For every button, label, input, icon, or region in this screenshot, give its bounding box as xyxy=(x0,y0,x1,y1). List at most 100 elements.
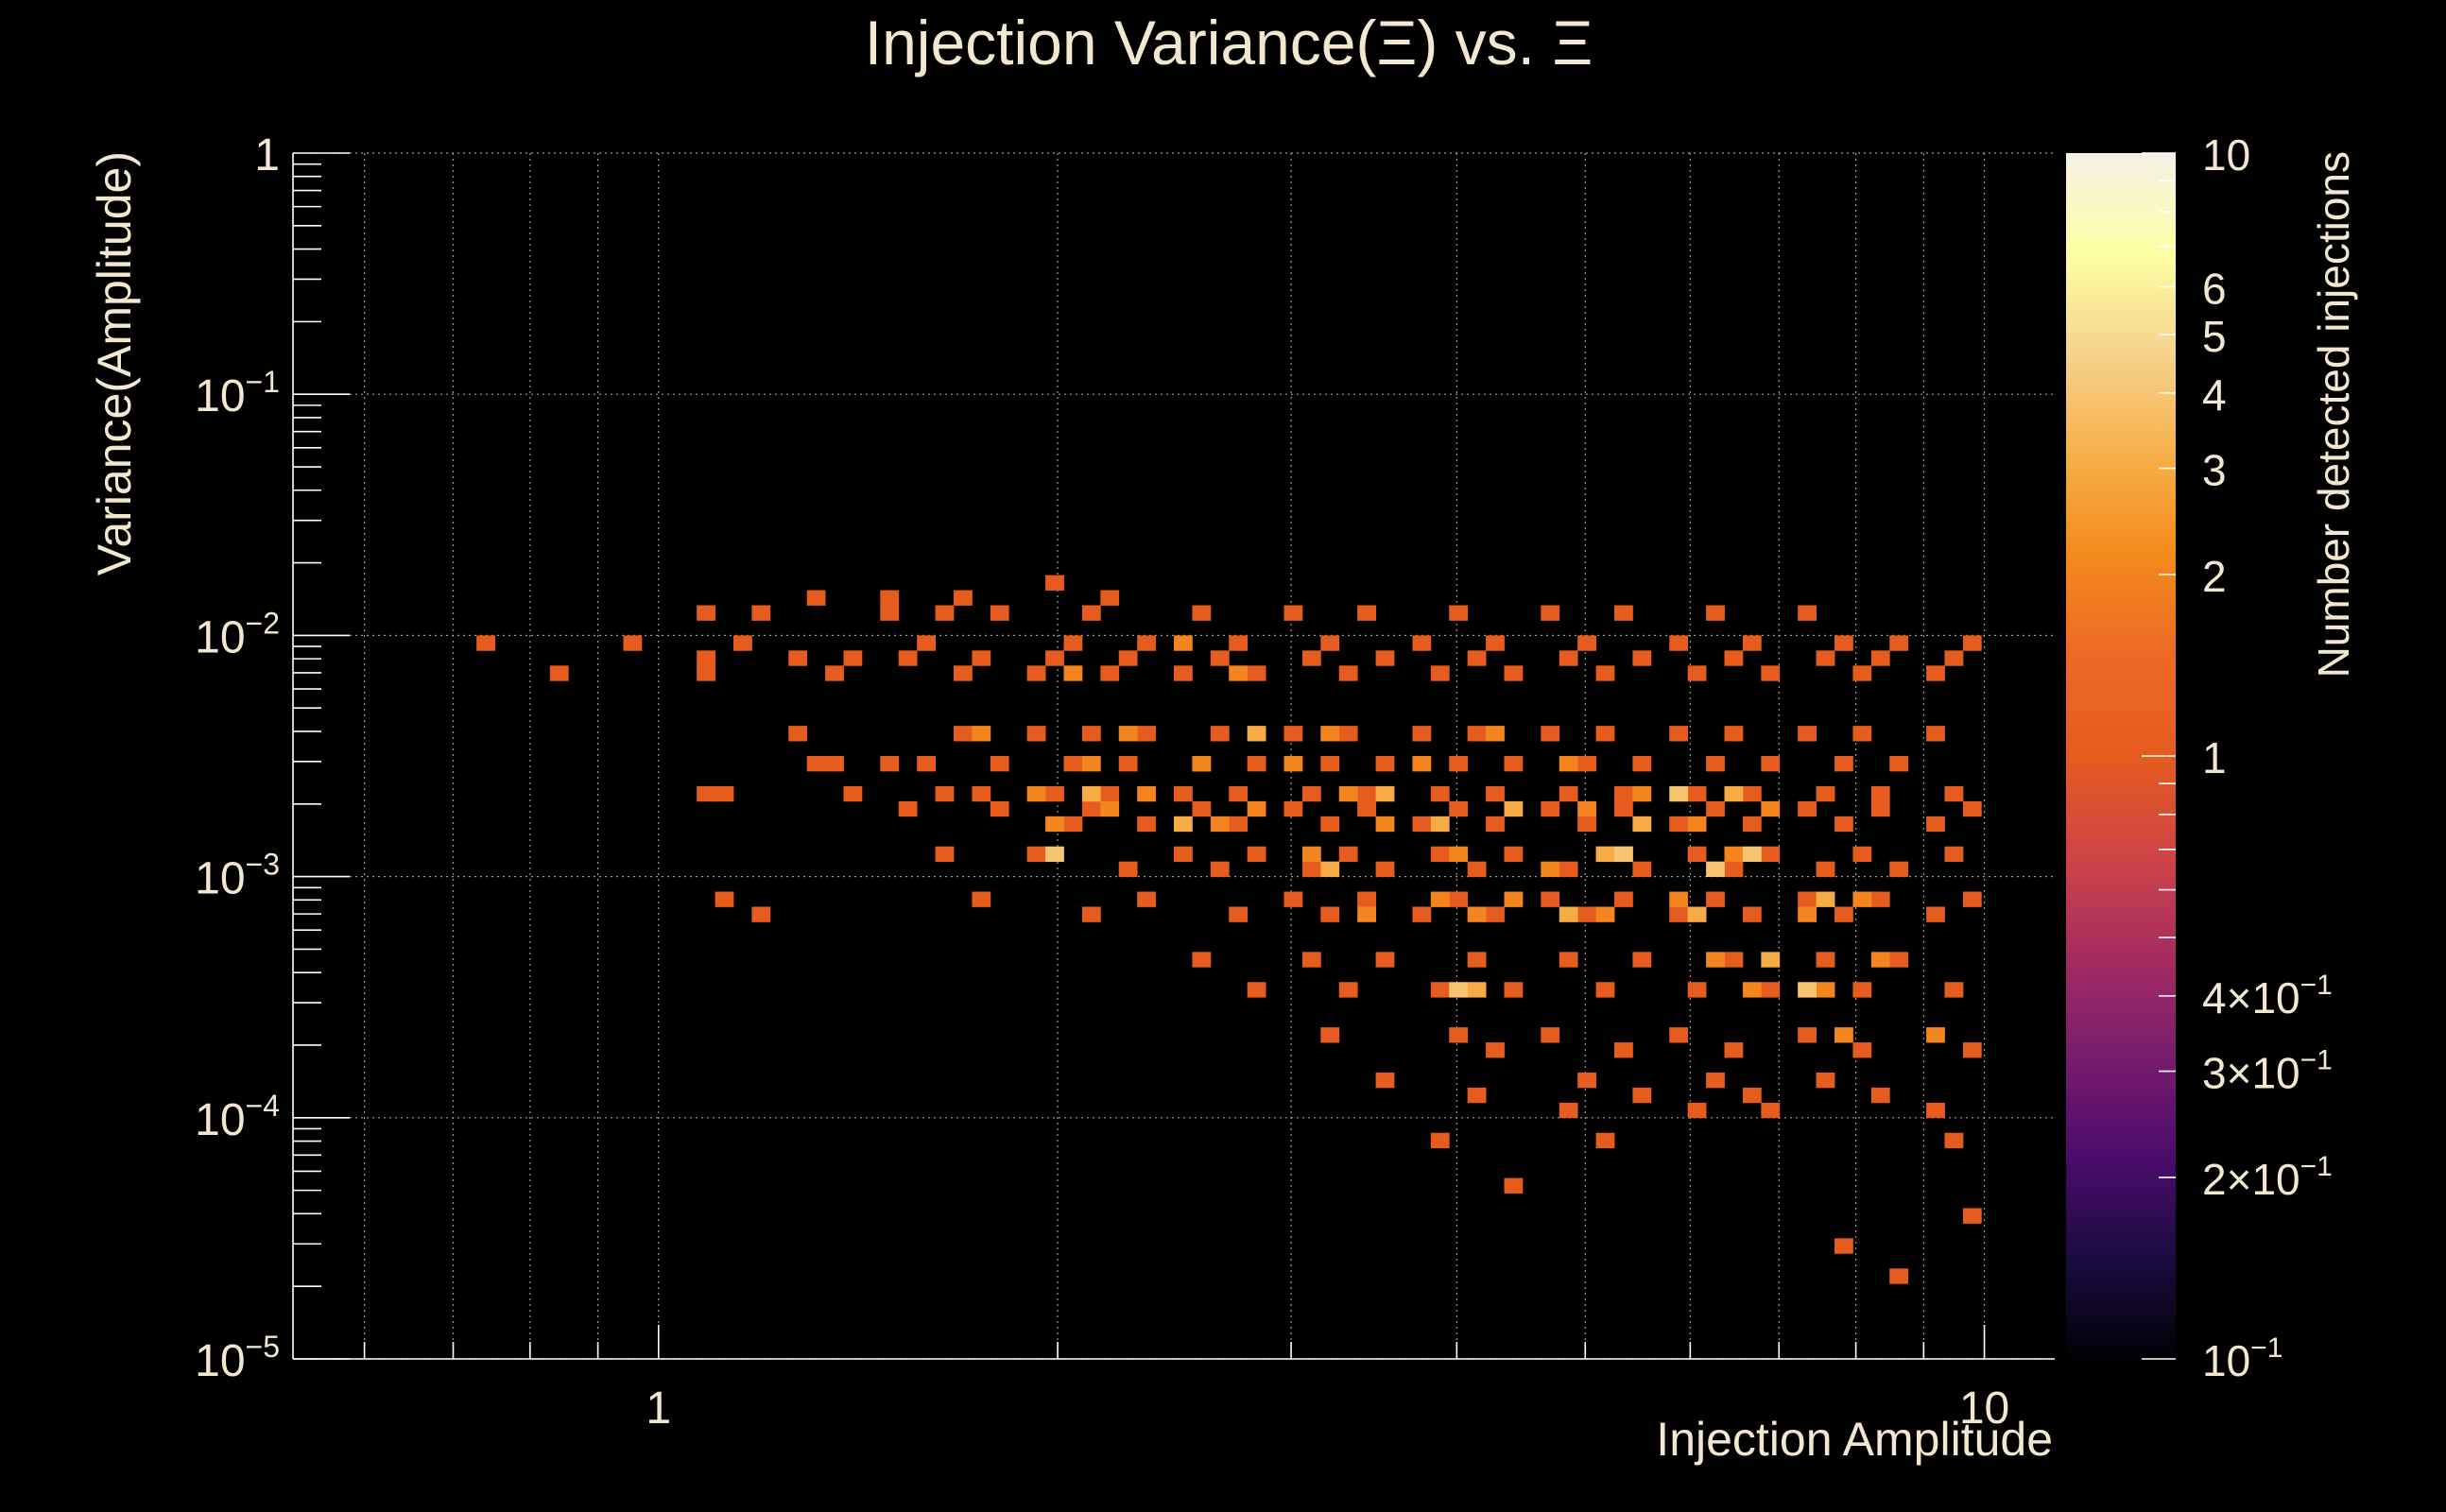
heatmap-cell xyxy=(1706,1072,1725,1089)
heatmap-cell xyxy=(1375,785,1395,802)
heatmap-cell xyxy=(1412,726,1432,742)
heatmap-cell xyxy=(1375,650,1395,666)
heatmap-cell xyxy=(1559,756,1578,772)
heatmap-cell xyxy=(1320,816,1340,833)
heatmap-cell xyxy=(1504,891,1524,907)
heatmap-cell xyxy=(1430,665,1450,681)
heatmap-cell xyxy=(1669,906,1689,922)
colorbar-tick-label: 1 xyxy=(2202,733,2227,782)
heatmap-cell xyxy=(1229,906,1249,922)
heatmap-cell xyxy=(1962,891,1982,907)
heatmap-cell xyxy=(1412,635,1432,651)
heatmap-cell xyxy=(1962,635,1982,651)
heatmap-cell xyxy=(1229,665,1249,681)
heatmap-cell xyxy=(1687,665,1707,681)
heatmap-cell xyxy=(1834,816,1853,833)
heatmap-cell xyxy=(1283,756,1303,772)
heatmap-cell xyxy=(1100,800,1120,817)
heatmap-cell xyxy=(1541,861,1560,877)
heatmap-cell xyxy=(1798,906,1817,922)
heatmap-cell xyxy=(1632,861,1652,877)
heatmap-cell xyxy=(1247,846,1266,863)
heatmap-cell xyxy=(1026,846,1046,863)
heatmap-cell xyxy=(1870,952,1890,968)
heatmap-cell xyxy=(1926,1027,1945,1043)
heatmap-cell xyxy=(1669,785,1689,802)
heatmap-cell xyxy=(990,756,1009,772)
x-axis-label: Injection Amplitude xyxy=(1656,1413,2053,1466)
heatmap-cell xyxy=(1063,816,1083,833)
heatmap-cell xyxy=(1595,846,1615,863)
heatmap-cell xyxy=(1761,756,1781,772)
heatmap-cell xyxy=(954,726,973,742)
heatmap-cell xyxy=(1118,650,1138,666)
heatmap-cell xyxy=(1174,785,1193,802)
heatmap-cell xyxy=(1320,906,1340,922)
heatmap-cell xyxy=(1816,982,1835,998)
chart-title: Injection Variance(Ξ) vs. Ξ xyxy=(865,8,1593,77)
axes-layer: 1 10 1 10−1 10−2 10−3 10−4 10−5 xyxy=(195,130,2055,1434)
heatmap-cell xyxy=(935,846,955,863)
heatmap-cell xyxy=(1834,1027,1853,1043)
heatmap-cell xyxy=(1559,650,1578,666)
grid-layer xyxy=(293,152,2055,1360)
heatmap-cell xyxy=(1852,846,1872,863)
heatmap-cell xyxy=(917,635,936,651)
heatmap-cell xyxy=(1669,635,1689,651)
heatmap-cell xyxy=(1632,756,1652,772)
heatmap-cell xyxy=(1486,635,1505,651)
heatmap-cell xyxy=(788,650,808,666)
heatmap-cell xyxy=(1174,665,1193,681)
heatmap-cell xyxy=(1137,816,1156,833)
heatmap-cell xyxy=(1614,785,1633,802)
heatmap-cell xyxy=(1357,605,1376,621)
heatmap-cell xyxy=(1541,891,1560,907)
heatmap-cell xyxy=(1816,1072,1835,1089)
heatmap-cell xyxy=(1375,816,1395,833)
heatmap-cell xyxy=(1577,816,1596,833)
heatmap-cell xyxy=(1798,800,1817,817)
heatmap-cell xyxy=(1577,635,1596,651)
heatmap-cell xyxy=(1357,785,1376,802)
colorbar-label: Number detected injections xyxy=(2309,151,2358,678)
heatmap-cell xyxy=(1137,635,1156,651)
heatmap-cell xyxy=(697,665,715,681)
heatmap-cell xyxy=(1375,1072,1395,1089)
heatmap-cell xyxy=(1118,756,1138,772)
heatmap-cell xyxy=(1761,800,1781,817)
heatmap-cell xyxy=(1742,846,1762,863)
heatmap-cell xyxy=(972,726,991,742)
heatmap-cell xyxy=(1870,1087,1890,1104)
heatmap-cell xyxy=(1229,635,1249,651)
heatmap-cell xyxy=(1412,816,1432,833)
heatmap-cell xyxy=(880,756,900,772)
colorbar-tick-label: 2×10−1 xyxy=(2202,1151,2333,1204)
y-tick-label: 10−2 xyxy=(195,606,280,662)
heatmap-cell xyxy=(1614,1042,1633,1058)
heatmap-cell xyxy=(1632,816,1652,833)
colorbar-layer: 10 65 4 3 2 1 4×10−1 3×10−1 2×10−1 10−1 xyxy=(2066,130,2333,1385)
y-tick-label: 10−5 xyxy=(195,1330,280,1386)
heatmap-cell xyxy=(1761,665,1781,681)
heatmap-cell xyxy=(1486,1042,1505,1058)
heatmap-cell xyxy=(935,605,955,621)
heatmap-cell xyxy=(1706,891,1725,907)
heatmap-cell xyxy=(1669,816,1689,833)
heatmap-cell xyxy=(1504,982,1524,998)
heatmap-cell xyxy=(1045,650,1064,666)
y-tick-label: 10−3 xyxy=(195,848,280,904)
heatmap-cell xyxy=(1798,891,1817,907)
heatmap-cell xyxy=(1761,952,1781,968)
heatmap-cell xyxy=(1467,1087,1487,1104)
heatmap-cell xyxy=(880,590,900,606)
heatmap-cell xyxy=(1541,800,1560,817)
heatmap-cell xyxy=(751,605,771,621)
heatmap-cell xyxy=(1724,861,1744,877)
heatmap-cell xyxy=(1926,906,1945,922)
heatmap-cell xyxy=(1449,605,1469,621)
heatmap-cell xyxy=(1467,726,1487,742)
heatmap-cell xyxy=(972,650,991,666)
heatmap-cell xyxy=(1706,952,1725,968)
heatmap-cell xyxy=(972,891,991,907)
